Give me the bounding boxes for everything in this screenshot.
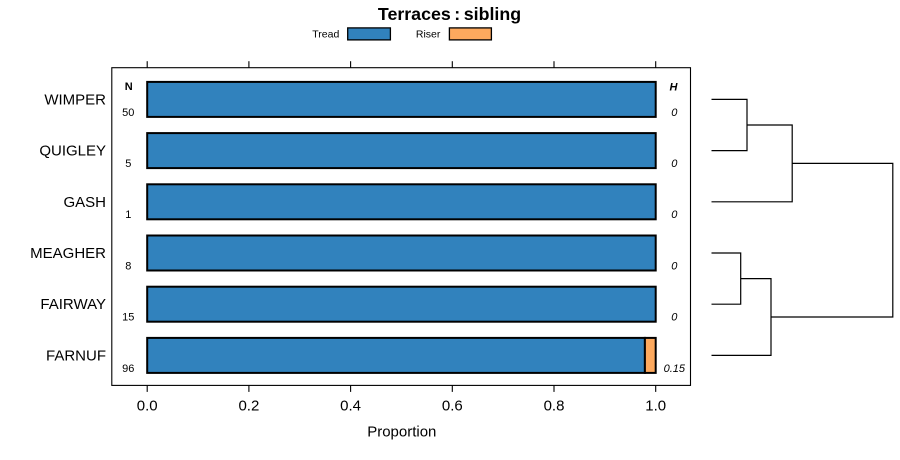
svg-text:1: 1 xyxy=(125,209,131,221)
svg-text:15: 15 xyxy=(122,312,134,324)
svg-text:0.6: 0.6 xyxy=(442,398,463,415)
svg-text:H: H xyxy=(670,82,679,94)
svg-text:Proportion: Proportion xyxy=(367,424,436,441)
svg-text:MEAGHER: MEAGHER xyxy=(30,245,106,262)
svg-text:0: 0 xyxy=(671,209,678,221)
svg-text:0.4: 0.4 xyxy=(340,398,361,415)
svg-text:0.15: 0.15 xyxy=(664,363,686,375)
svg-text:FAIRWAY: FAIRWAY xyxy=(40,296,106,313)
svg-text:96: 96 xyxy=(122,363,134,375)
svg-text:0: 0 xyxy=(671,158,678,170)
svg-text:Tread: Tread xyxy=(312,29,339,41)
svg-text:50: 50 xyxy=(122,107,134,119)
svg-text:1.0: 1.0 xyxy=(645,398,666,415)
svg-text:GASH: GASH xyxy=(63,194,106,211)
svg-text:0: 0 xyxy=(671,107,678,119)
svg-text:0.8: 0.8 xyxy=(544,398,565,415)
svg-text:N: N xyxy=(125,81,133,93)
svg-text:0: 0 xyxy=(671,312,678,324)
svg-text:0: 0 xyxy=(671,260,678,272)
svg-text:Riser: Riser xyxy=(416,29,441,41)
svg-text:WIMPER: WIMPER xyxy=(44,91,106,108)
svg-text:0.2: 0.2 xyxy=(238,398,259,415)
svg-text:Terraces : sibling: Terraces : sibling xyxy=(378,4,521,24)
svg-text:0.0: 0.0 xyxy=(137,398,158,415)
svg-text:QUIGLEY: QUIGLEY xyxy=(39,143,106,160)
svg-text:5: 5 xyxy=(125,158,131,170)
svg-text:8: 8 xyxy=(125,260,131,272)
svg-text:FARNUF: FARNUF xyxy=(46,347,106,364)
